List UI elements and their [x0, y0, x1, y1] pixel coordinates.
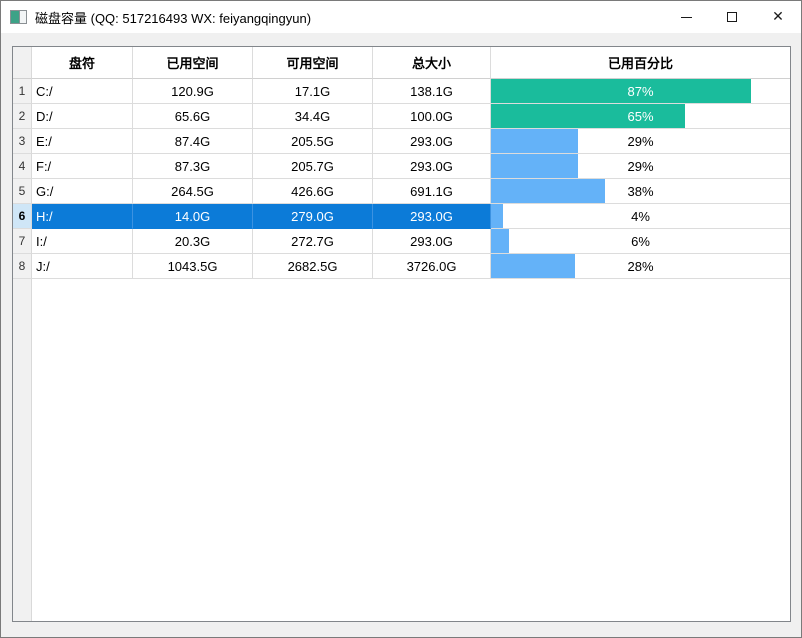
cell-used-percent[interactable]: 38% — [491, 179, 790, 204]
usage-percent-label: 65% — [627, 108, 654, 124]
cell-used-space[interactable]: 87.3G — [133, 154, 253, 179]
cell-used-percent[interactable]: 6% — [491, 229, 790, 254]
usage-percent-label: 28% — [627, 258, 654, 274]
usage-progress-bar — [491, 79, 752, 103]
cell-drive[interactable]: D:/ — [32, 104, 133, 129]
row-number-cell[interactable]: 1 — [13, 79, 32, 104]
cell-free-space[interactable]: 279.0G — [253, 204, 373, 229]
cell-total-size[interactable]: 293.0G — [373, 154, 491, 179]
cell-used-space[interactable]: 20.3G — [133, 229, 253, 254]
cell-free-space[interactable]: 17.1G — [253, 79, 373, 104]
table-row[interactable]: 1 C:/ 120.9G 17.1G 138.1G 87% — [13, 79, 790, 104]
cell-used-space[interactable]: 120.9G — [133, 79, 253, 104]
app-icon-left-pane — [11, 11, 20, 23]
column-header-free[interactable]: 可用空间 — [253, 47, 373, 79]
table-row[interactable]: 7 I:/ 20.3G 272.7G 293.0G 6% — [13, 229, 790, 254]
minimize-button[interactable] — [663, 1, 709, 33]
cell-used-percent[interactable]: 28% — [491, 254, 790, 279]
window-title: 磁盘容量 (QQ: 517216493 WX: feiyangqingyun) — [35, 10, 312, 26]
row-number-cell[interactable]: 4 — [13, 154, 32, 179]
cell-total-size[interactable]: 293.0G — [373, 229, 491, 254]
table-row[interactable]: 4 F:/ 87.3G 205.7G 293.0G 29% — [13, 154, 790, 179]
cell-free-space[interactable]: 272.7G — [253, 229, 373, 254]
cell-drive[interactable]: J:/ — [32, 254, 133, 279]
cell-drive[interactable]: H:/ — [32, 204, 133, 229]
usage-progress-bar — [491, 229, 509, 253]
cell-used-percent[interactable]: 29% — [491, 154, 790, 179]
table-header-row: 盘符 已用空间 可用空间 总大小 已用百分比 — [13, 47, 790, 79]
usage-progress-bar — [491, 104, 686, 128]
table-corner-cell[interactable] — [13, 47, 32, 79]
cell-free-space[interactable]: 2682.5G — [253, 254, 373, 279]
table-body: 1 C:/ 120.9G 17.1G 138.1G 87% 2 D:/ 65.6… — [13, 79, 790, 621]
usage-percent-label: 87% — [627, 83, 654, 99]
usage-progress-bar — [491, 179, 605, 203]
cell-total-size[interactable]: 138.1G — [373, 79, 491, 104]
cell-used-space[interactable]: 65.6G — [133, 104, 253, 129]
usage-progress-bar — [491, 154, 578, 178]
cell-total-size[interactable]: 293.0G — [373, 129, 491, 154]
cell-free-space[interactable]: 205.5G — [253, 129, 373, 154]
cell-drive[interactable]: F:/ — [32, 154, 133, 179]
cell-total-size[interactable]: 691.1G — [373, 179, 491, 204]
close-icon: ✕ — [772, 9, 784, 25]
row-number-cell[interactable]: 2 — [13, 104, 32, 129]
disk-table: 盘符 已用空间 可用空间 总大小 已用百分比 1 C:/ 120.9G 17.1… — [12, 46, 791, 622]
maximize-button[interactable] — [709, 1, 755, 33]
column-header-percent[interactable]: 已用百分比 — [491, 47, 790, 79]
close-button[interactable]: ✕ — [755, 1, 801, 33]
table-row[interactable]: 5 G:/ 264.5G 426.6G 691.1G 38% — [13, 179, 790, 204]
row-number-cell[interactable]: 5 — [13, 179, 32, 204]
app-icon-right-pane — [20, 11, 26, 23]
row-number-cell[interactable]: 8 — [13, 254, 32, 279]
cell-total-size[interactable]: 293.0G — [373, 204, 491, 229]
cell-used-space[interactable]: 87.4G — [133, 129, 253, 154]
usage-progress-bar — [491, 204, 503, 228]
cell-used-space[interactable]: 14.0G — [133, 204, 253, 229]
cell-total-size[interactable]: 100.0G — [373, 104, 491, 129]
column-header-total[interactable]: 总大小 — [373, 47, 491, 79]
row-number-cell[interactable]: 3 — [13, 129, 32, 154]
column-header-drive[interactable]: 盘符 — [32, 47, 133, 79]
usage-progress-bar — [491, 129, 578, 153]
cell-drive[interactable]: E:/ — [32, 129, 133, 154]
table-row[interactable]: 2 D:/ 65.6G 34.4G 100.0G 65% — [13, 104, 790, 129]
cell-used-space[interactable]: 264.5G — [133, 179, 253, 204]
minimize-icon — [680, 16, 692, 18]
cell-used-percent[interactable]: 65% — [491, 104, 790, 129]
usage-progress-bar — [491, 254, 575, 278]
column-header-used[interactable]: 已用空间 — [133, 47, 253, 79]
cell-used-percent[interactable]: 87% — [491, 79, 790, 104]
cell-used-space[interactable]: 1043.5G — [133, 254, 253, 279]
row-number-cell[interactable]: 6 — [13, 204, 32, 229]
cell-free-space[interactable]: 34.4G — [253, 104, 373, 129]
window-controls: ✕ — [663, 1, 801, 33]
usage-percent-label: 38% — [627, 183, 654, 199]
usage-percent-label: 29% — [627, 158, 654, 174]
cell-free-space[interactable]: 426.6G — [253, 179, 373, 204]
cell-drive[interactable]: I:/ — [32, 229, 133, 254]
table-row[interactable]: 8 J:/ 1043.5G 2682.5G 3726.0G 28% — [13, 254, 790, 279]
table-row[interactable]: 6 H:/ 14.0G 279.0G 293.0G 4% — [13, 204, 790, 229]
cell-used-percent[interactable]: 29% — [491, 129, 790, 154]
cell-total-size[interactable]: 3726.0G — [373, 254, 491, 279]
cell-free-space[interactable]: 205.7G — [253, 154, 373, 179]
cell-used-percent[interactable]: 4% — [491, 204, 790, 229]
row-number-cell[interactable]: 7 — [13, 229, 32, 254]
maximize-icon — [727, 12, 737, 22]
table-row[interactable]: 3 E:/ 87.4G 205.5G 293.0G 29% — [13, 129, 790, 154]
app-icon — [10, 10, 27, 24]
cell-drive[interactable]: C:/ — [32, 79, 133, 104]
titlebar: 磁盘容量 (QQ: 517216493 WX: feiyangqingyun) … — [1, 1, 801, 33]
usage-percent-label: 6% — [631, 233, 650, 249]
usage-percent-label: 4% — [631, 208, 650, 224]
usage-percent-label: 29% — [627, 133, 654, 149]
cell-drive[interactable]: G:/ — [32, 179, 133, 204]
window-content: 盘符 已用空间 可用空间 总大小 已用百分比 1 C:/ 120.9G 17.1… — [1, 33, 801, 637]
